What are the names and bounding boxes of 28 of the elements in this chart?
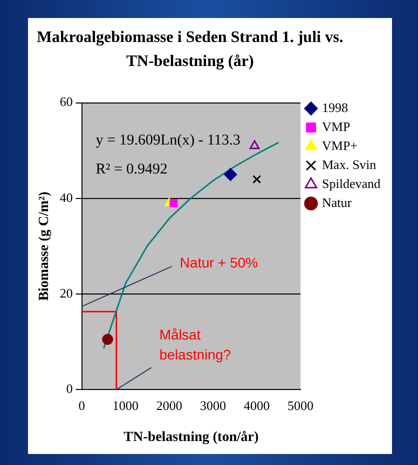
point (249, 140, 260, 150)
chart-title: Makroalgebiomasse i Seden Strand 1. juli vs. TN-belastning (år) (36, 28, 344, 72)
y-tick-label: 60 (60, 94, 73, 110)
annotation: Målsat belastning? (159, 326, 232, 362)
x-tick-label: 1000 (112, 398, 139, 413)
x-tick-label: 5000 (288, 398, 314, 413)
point (102, 334, 114, 345)
annotation: y = 19.609Ln(x) - 113.3 (96, 132, 240, 149)
legend-label: 1998 (322, 100, 348, 115)
legend-label: Spildevand (322, 176, 381, 191)
legend-label: VMP (322, 118, 350, 134)
legend-label: VMP+ (322, 138, 358, 153)
annotation: R² = 0.9492 (96, 162, 168, 178)
annotation: Natur + 50% (180, 254, 258, 270)
point (224, 168, 238, 181)
point (170, 199, 178, 208)
legend-label: Max. Svin (322, 156, 377, 172)
y-axis-title: Biomasse (g C/m²) (37, 191, 52, 301)
y-tick-label: 20 (60, 285, 73, 300)
x-axis-title: TN-belastning (ton/år) (124, 430, 259, 446)
legend-label: Natur (322, 194, 352, 210)
point (252, 174, 262, 184)
y-tick-label: 0 (66, 381, 73, 396)
x-tick-label: 2000 (156, 398, 182, 413)
x-tick-label: 0 (78, 398, 86, 413)
x-tick-label: 3000 (200, 398, 226, 413)
x-tick-label: 4000 (244, 398, 270, 413)
y-tick-label: 40 (60, 190, 73, 205)
